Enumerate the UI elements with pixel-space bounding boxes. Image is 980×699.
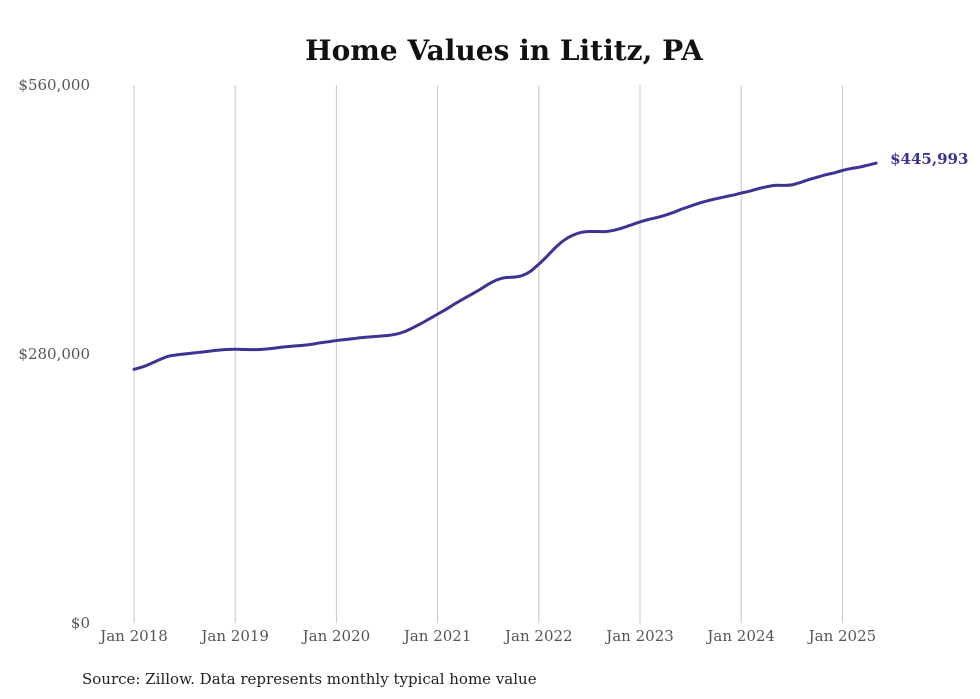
y-tick-label: $0 bbox=[71, 614, 90, 632]
x-tick-label: Jan 2025 bbox=[807, 627, 877, 645]
chart-title: Home Values in Lititz, PA bbox=[305, 34, 704, 67]
grid-layer bbox=[133, 85, 843, 623]
x-tick-label: Jan 2020 bbox=[301, 627, 371, 645]
x-tick-label: Jan 2022 bbox=[503, 627, 573, 645]
last-value-label: $445,993 bbox=[890, 150, 968, 168]
series-layer bbox=[132, 161, 878, 371]
y-tick-label: $280,000 bbox=[18, 345, 90, 363]
x-tick-label: Jan 2018 bbox=[98, 627, 168, 645]
x-axis-ticks: Jan 2018 Jan 2019 Jan 2020 Jan 2021 Jan 2022… bbox=[98, 627, 876, 645]
source-note: Source: Zillow. Data represents monthly … bbox=[82, 670, 537, 688]
y-axis-ticks: $0 $280,000 $560,000 bbox=[18, 76, 90, 632]
x-tick-label: Jan 2019 bbox=[199, 627, 269, 645]
x-tick-label: Jan 2021 bbox=[402, 627, 472, 645]
x-tick-label: Jan 2024 bbox=[705, 627, 775, 645]
x-tick-label: Jan 2023 bbox=[604, 627, 674, 645]
y-tick-label: $560,000 bbox=[18, 76, 90, 94]
series-line-0 bbox=[132, 161, 878, 371]
